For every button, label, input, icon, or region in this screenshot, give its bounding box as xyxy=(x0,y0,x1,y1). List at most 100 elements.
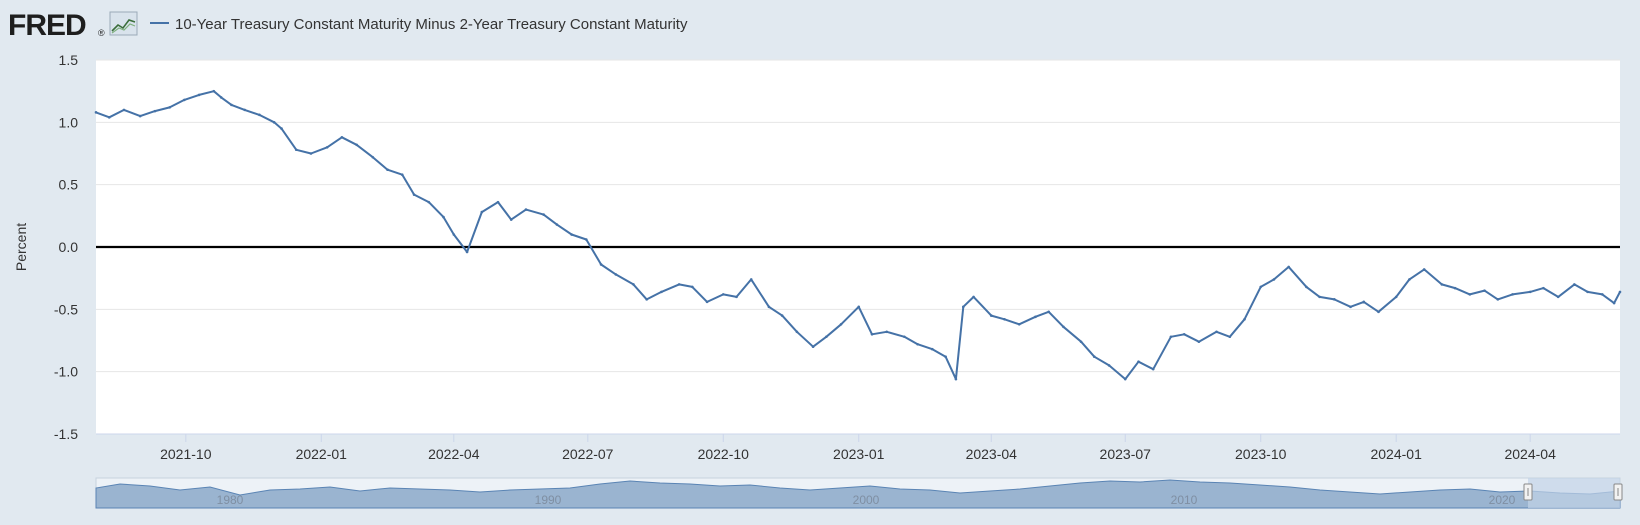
data-point xyxy=(138,114,142,118)
data-point xyxy=(1318,295,1321,299)
data-point xyxy=(1362,300,1366,304)
data-point xyxy=(721,293,725,296)
data-point xyxy=(1586,290,1589,294)
data-point xyxy=(1287,265,1290,269)
data-point xyxy=(243,108,247,112)
data-point xyxy=(480,210,484,214)
data-point xyxy=(294,148,298,152)
navigator[interactable]: 1980 1990 2000 2010 2020 xyxy=(95,477,1623,509)
y-axis-ticks: 1.5 1.0 0.5 0.0 -0.5 -1.0 -1.5 xyxy=(54,52,78,442)
data-point xyxy=(1408,278,1411,281)
data-point xyxy=(1243,318,1246,321)
data-point xyxy=(749,278,753,281)
data-point xyxy=(1215,330,1218,334)
y-axis-label: Percent xyxy=(13,223,29,271)
navigator-year-label: 2010 xyxy=(1171,493,1198,507)
y-tick-label: 1.0 xyxy=(59,114,79,130)
data-point xyxy=(542,213,545,216)
data-point xyxy=(795,330,799,334)
data-point xyxy=(570,233,573,236)
x-axis-ticks: 2021-10 2022-01 2022-04 2022-07 2022-10 2023-… xyxy=(160,434,1556,462)
fred-logo[interactable]: FRED ® xyxy=(8,9,138,42)
data-point xyxy=(931,347,934,351)
data-point xyxy=(94,111,98,114)
x-tick-label: 2024-04 xyxy=(1504,446,1556,462)
data-point xyxy=(309,152,313,155)
x-tick-label: 2023-10 xyxy=(1235,446,1287,462)
data-point xyxy=(632,283,635,286)
data-point xyxy=(1305,285,1308,289)
data-point xyxy=(496,200,500,204)
data-point xyxy=(1333,298,1336,301)
x-tick-label: 2022-07 xyxy=(562,446,614,462)
data-point xyxy=(197,93,201,97)
navigator-year-label: 2000 xyxy=(853,493,880,507)
navigator-selection[interactable] xyxy=(1528,478,1620,508)
data-point xyxy=(1182,332,1186,336)
data-point xyxy=(1151,367,1155,371)
y-tick-label: 1.5 xyxy=(59,52,79,68)
data-point xyxy=(1496,298,1500,301)
data-point xyxy=(1349,305,1352,309)
data-point xyxy=(1377,310,1380,314)
data-point xyxy=(1483,289,1486,292)
data-point xyxy=(1169,335,1173,339)
data-point xyxy=(961,305,965,309)
data-point xyxy=(735,295,738,299)
data-point xyxy=(645,298,649,301)
data-point xyxy=(691,285,694,289)
data-point xyxy=(153,109,157,113)
x-tick-label: 2024-01 xyxy=(1370,446,1422,462)
data-point xyxy=(1197,340,1201,344)
data-point xyxy=(811,345,815,349)
data-point xyxy=(1556,295,1560,299)
navigator-area xyxy=(95,479,1621,509)
data-point xyxy=(412,193,416,196)
data-point xyxy=(1528,290,1532,294)
data-point xyxy=(989,314,993,317)
data-point xyxy=(1468,293,1472,296)
data-point xyxy=(427,200,431,204)
data-point xyxy=(1062,325,1065,329)
data-point xyxy=(1573,283,1576,286)
x-tick-label: 2021-10 xyxy=(160,446,212,462)
navigator-year-label: 1990 xyxy=(535,493,562,507)
data-point xyxy=(1003,318,1006,321)
data-point xyxy=(272,121,276,124)
data-point xyxy=(524,208,528,211)
data-point xyxy=(1542,286,1545,290)
data-point xyxy=(1422,268,1426,271)
data-point xyxy=(122,108,126,112)
data-point xyxy=(944,355,947,359)
data-point xyxy=(168,106,171,109)
x-tick-label: 2023-04 xyxy=(966,446,1018,462)
legend-label: 10-Year Treasury Constant Maturity Minus… xyxy=(175,16,688,33)
data-point xyxy=(555,223,559,226)
data-point xyxy=(183,98,186,102)
data-point xyxy=(280,127,283,130)
data-point xyxy=(1618,290,1622,294)
y-tick-label: 0.5 xyxy=(59,177,79,193)
data-point xyxy=(585,238,588,241)
data-point xyxy=(1137,360,1140,363)
data-point xyxy=(1123,377,1127,381)
data-point xyxy=(839,322,843,326)
y-tick-label: 0.0 xyxy=(59,239,79,255)
data-point xyxy=(1093,355,1096,359)
series-legend[interactable]: 10-Year Treasury Constant Maturity Minus… xyxy=(150,16,688,33)
x-tick-label: 2022-10 xyxy=(698,446,750,462)
data-point xyxy=(340,135,344,139)
data-point xyxy=(1453,286,1457,290)
data-point xyxy=(1440,283,1444,286)
data-point xyxy=(1034,315,1037,319)
fred-logo-mark: ® xyxy=(98,28,105,38)
data-point xyxy=(509,218,513,221)
data-point xyxy=(1612,301,1616,305)
data-point xyxy=(212,89,216,93)
data-point xyxy=(614,273,618,276)
data-point xyxy=(916,342,919,346)
data-point xyxy=(386,168,389,172)
line-chart-icon xyxy=(109,11,138,36)
